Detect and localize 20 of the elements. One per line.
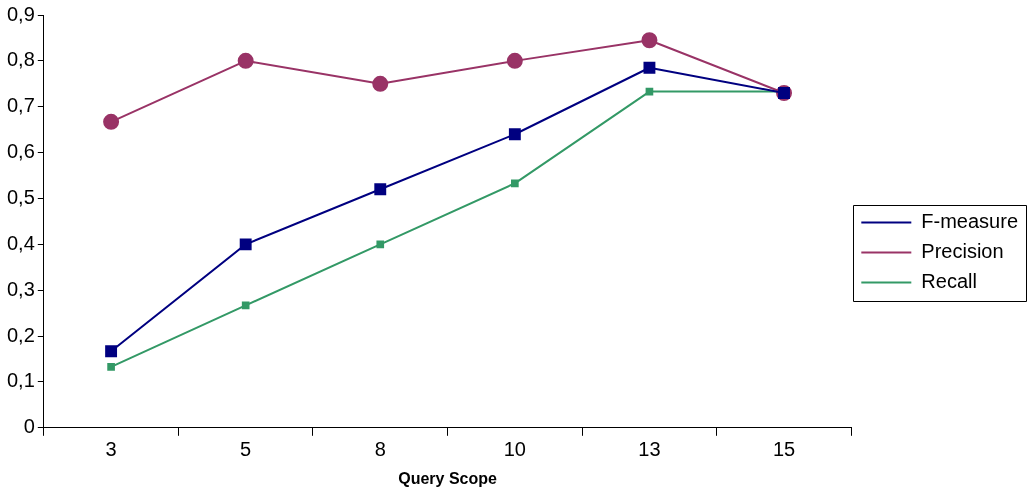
x-tick-label: 15 xyxy=(772,438,796,461)
x-axis-title: Query Scope xyxy=(398,469,498,487)
y-tick-label: 0,2 xyxy=(6,323,35,346)
x-tick-label: 3 xyxy=(105,438,117,461)
legend-label: Precision xyxy=(921,240,1004,263)
legend-label: F-measure xyxy=(921,210,1019,233)
x-tick-label: 8 xyxy=(374,438,386,461)
y-tick-label: 0,6 xyxy=(6,140,35,163)
x-tick-label: 10 xyxy=(503,438,526,461)
y-tick-label: 0,5 xyxy=(6,185,35,208)
y-tick-label: 0,4 xyxy=(6,231,35,254)
y-tick-label: 0,1 xyxy=(6,369,35,392)
y-tick-label: 0 xyxy=(23,415,35,438)
y-tick-label: 0,3 xyxy=(6,277,35,300)
y-tick-label: 0,9 xyxy=(6,2,35,25)
x-tick-label: 13 xyxy=(638,438,661,461)
y-tick-label: 0,7 xyxy=(6,94,35,117)
legend-label: Recall xyxy=(921,270,977,293)
y-tick-label: 0,8 xyxy=(6,48,35,71)
x-tick-label: 5 xyxy=(240,438,252,461)
